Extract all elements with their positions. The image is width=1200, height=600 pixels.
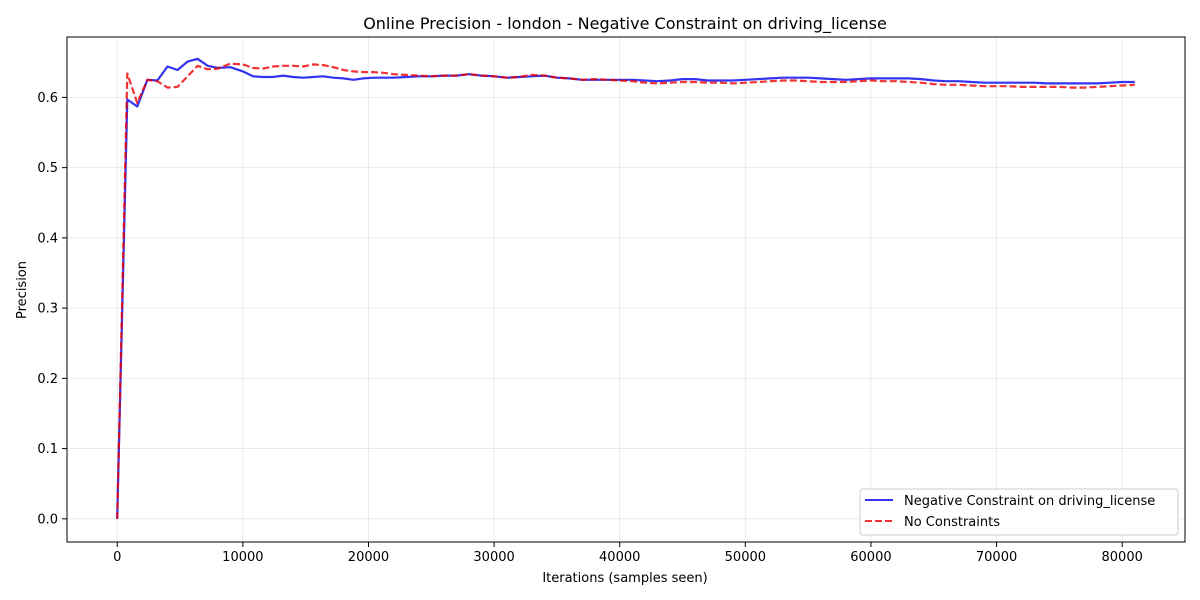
y-tick-label: 0.4 [37, 231, 58, 246]
x-tick-label: 0 [113, 550, 121, 565]
y-tick-label: 0.5 [37, 161, 58, 176]
x-tick-label: 10000 [222, 550, 263, 565]
plot-area-frame [66, 36, 1186, 543]
x-axis-ticks: 0 10000 20000 30000 40000 50000 60000 70000 8000… [113, 542, 1143, 565]
series-lines [116, 57, 1135, 519]
x-tick-label: 20000 [348, 550, 389, 565]
legend-box [859, 488, 1179, 536]
series-line-no-constraints [116, 62, 1135, 519]
y-tick-label: 0.2 [37, 372, 58, 387]
legend: Negative Constraint on driving_license N… [859, 488, 1179, 536]
x-tick-label: 70000 [976, 550, 1017, 565]
x-tick-label: 30000 [473, 550, 514, 565]
y-axis-ticks: 0.0 0.1 0.2 0.3 0.4 0.5 0.6 [37, 91, 67, 527]
x-axis-label: Iterations (samples seen) [542, 571, 707, 586]
y-tick-label: 0.0 [37, 512, 58, 527]
y-tick-label: 0.1 [37, 442, 58, 457]
x-tick-label: 40000 [599, 550, 640, 565]
x-tick-label: 50000 [725, 550, 766, 565]
x-tick-label: 60000 [850, 550, 891, 565]
x-tick-label: 80000 [1102, 550, 1143, 565]
y-tick-label: 0.3 [37, 302, 58, 317]
y-axis-label: Precision [15, 261, 30, 319]
y-tick-label: 0.6 [37, 91, 58, 106]
chart-title: Online Precision - london - Negative Con… [363, 14, 887, 34]
legend-label-no-constraints: No Constraints [904, 515, 1000, 530]
legend-label-negative-constraint: Negative Constraint on driving_license [904, 494, 1155, 509]
